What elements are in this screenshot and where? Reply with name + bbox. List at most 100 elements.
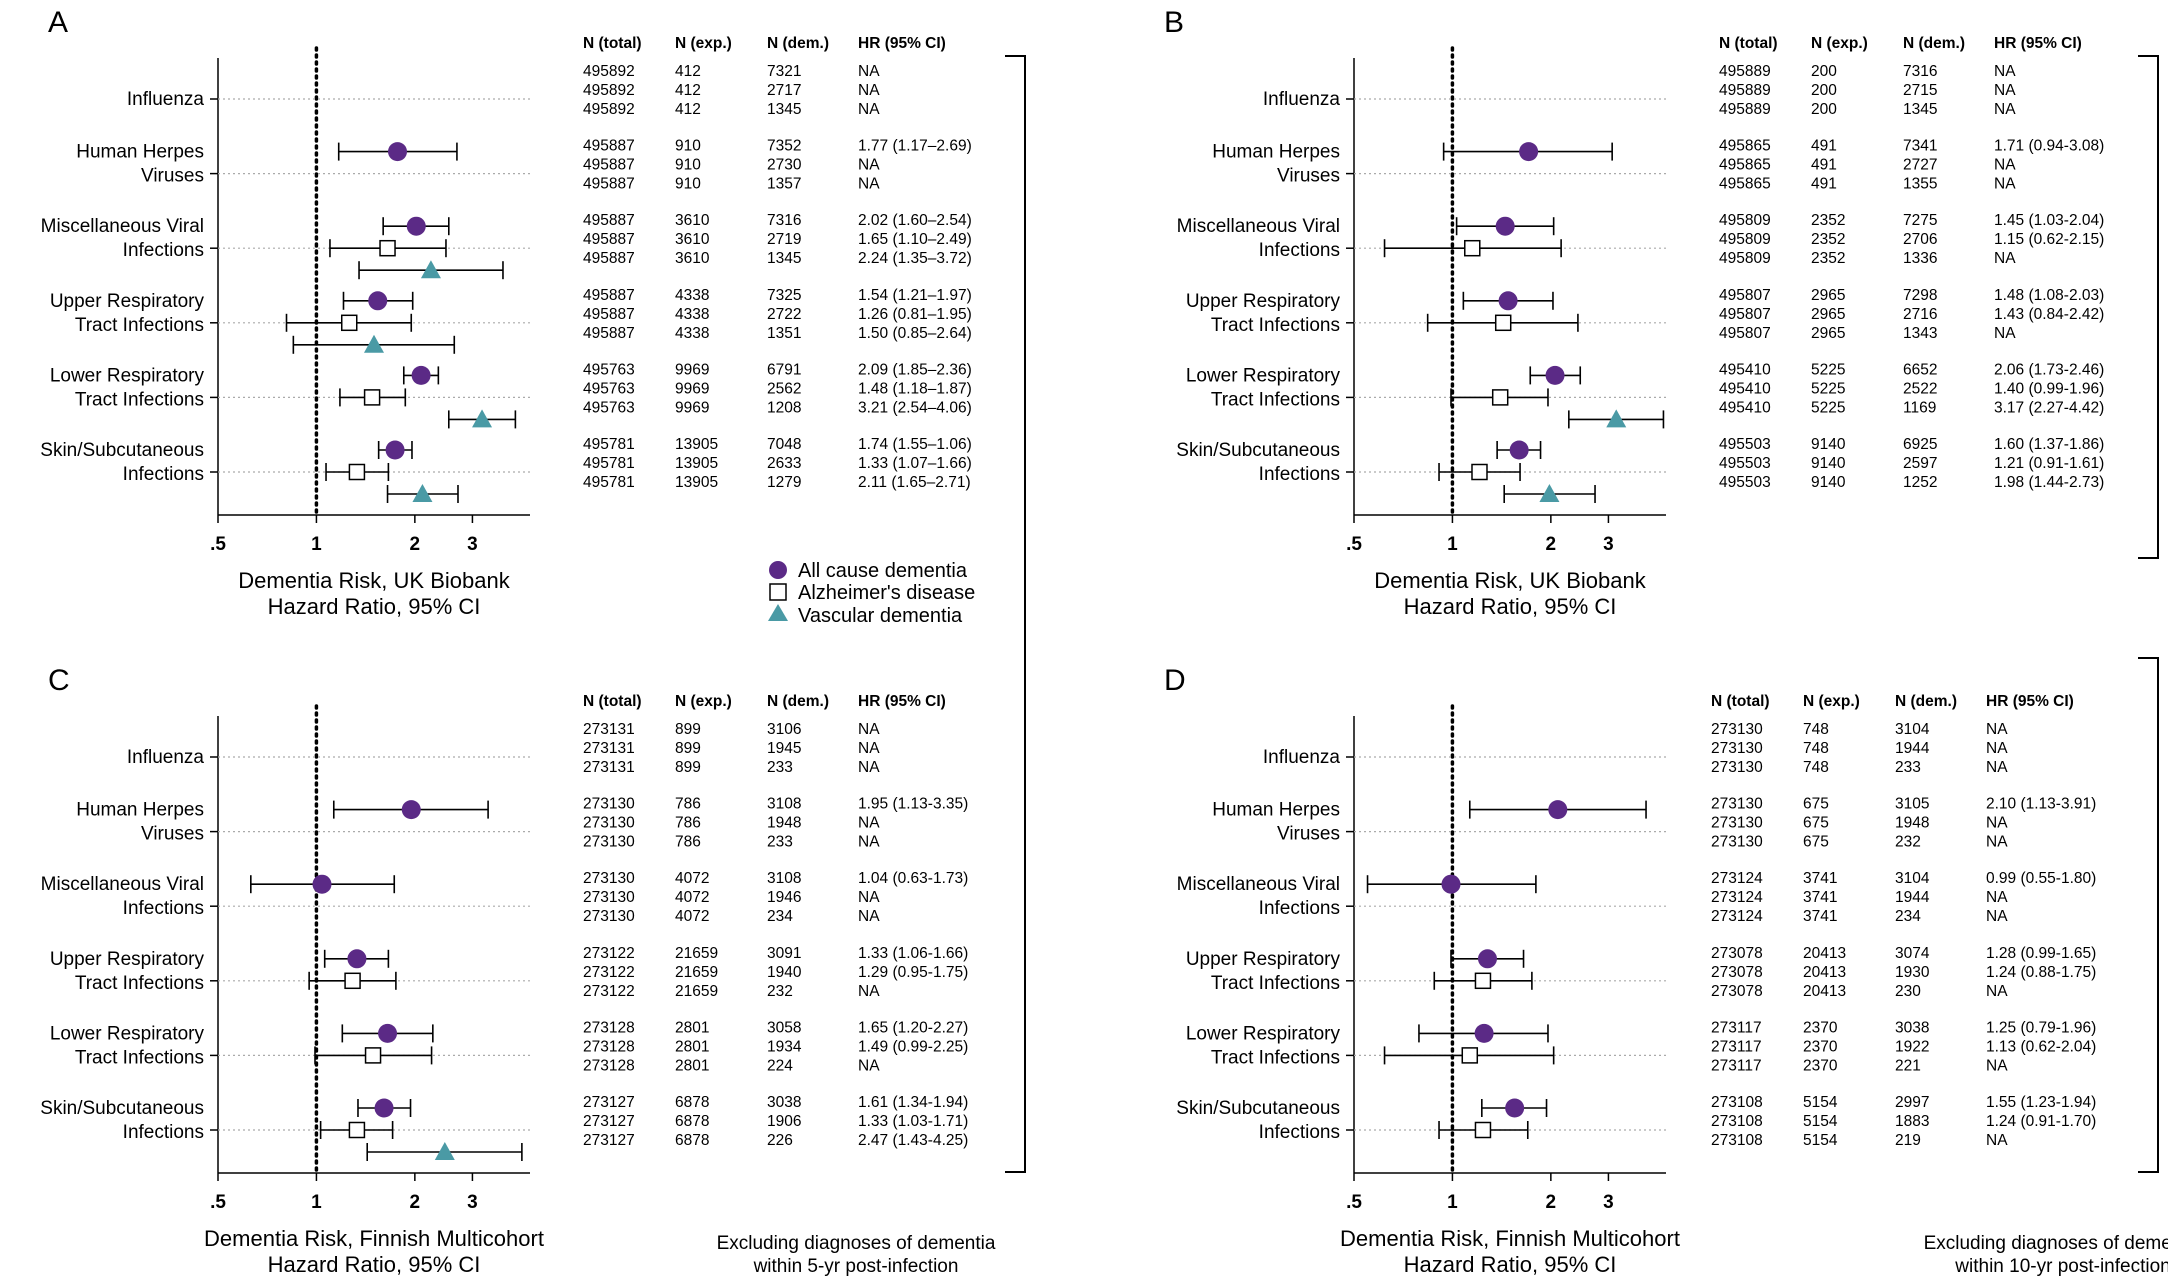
estimate-alzheimer xyxy=(1450,388,1549,407)
table-cell: 3106 xyxy=(767,721,801,738)
table-cell: 495887 xyxy=(583,212,635,229)
category-label: Lower Respiratory xyxy=(50,365,205,386)
legend-all-cause-marker xyxy=(769,561,787,579)
table-cell: 412 xyxy=(675,82,701,99)
estimate-alzheimer xyxy=(285,313,413,332)
point-vascular xyxy=(434,1142,455,1160)
table-cell: 7316 xyxy=(1903,63,1937,80)
table-cell: 200 xyxy=(1811,101,1837,118)
table-cell: 1883 xyxy=(1895,1113,1929,1130)
table-row: 495887 3610 7316 2.02 (1.60–2.54) xyxy=(583,212,972,229)
table-cell: 2.02 (1.60–2.54) xyxy=(858,212,972,229)
table-cell: NA xyxy=(858,740,880,757)
table-cell: 2370 xyxy=(1803,1038,1838,1055)
category-label-line2: Viruses xyxy=(1277,166,1340,187)
table-cell: 3108 xyxy=(767,870,801,887)
estimate-all-cause xyxy=(402,365,440,385)
table-cell: 2352 xyxy=(1811,250,1845,267)
table-cell: 200 xyxy=(1811,82,1837,99)
estimate-alzheimer xyxy=(1426,313,1579,332)
table-cell: 273127 xyxy=(583,1132,635,1149)
point-alzheimer xyxy=(1464,239,1481,257)
table-row: 495889 200 2715 NA xyxy=(1719,82,2016,99)
x-tick-label: 2 xyxy=(1546,534,1557,555)
group-row: Influenza xyxy=(127,89,530,110)
table-cell: 273124 xyxy=(1711,870,1763,887)
table-header: N (exp.) xyxy=(675,35,732,52)
table-cell: 1208 xyxy=(767,399,801,416)
table-cell: 2.09 (1.85–2.36) xyxy=(858,361,972,378)
table-cell: 675 xyxy=(1803,834,1829,851)
table-row: 273128 2801 224 NA xyxy=(583,1057,880,1074)
panel-d: D .5 1 2 3 Dementia Risk, Finnish Multicohort… xyxy=(1164,657,2168,1277)
x-tick-label: 3 xyxy=(467,1192,478,1213)
table-cell: 3741 xyxy=(1803,870,1837,887)
table-row: 273124 3741 234 NA xyxy=(1711,908,2008,925)
table-cell: 224 xyxy=(767,1057,793,1074)
table-cell: 4338 xyxy=(675,306,709,323)
bracket xyxy=(2138,55,2159,559)
table-row: 495781 13905 1279 2.11 (1.65–2.71) xyxy=(583,474,971,491)
table-header: HR (95% CI) xyxy=(858,693,946,710)
table-cell: 3038 xyxy=(1895,1019,1929,1036)
table-row: 273131 899 3106 NA xyxy=(583,721,880,738)
table-header: N (exp.) xyxy=(675,693,732,710)
table-cell: 273130 xyxy=(1711,834,1763,851)
table-cell: 1934 xyxy=(767,1038,802,1055)
table-cell: 495889 xyxy=(1719,101,1771,118)
table-cell: 1.29 (0.95-1.75) xyxy=(858,964,968,981)
table-cell: 1.24 (0.91-1.70) xyxy=(1986,1113,2096,1130)
table-cell: 273122 xyxy=(583,945,635,962)
category-label: Lower Respiratory xyxy=(1186,365,1341,386)
x-tick-label: .5 xyxy=(210,1192,226,1213)
category-label-line2: Tract Infections xyxy=(75,389,204,410)
table-header: HR (95% CI) xyxy=(1986,693,2074,710)
table-cell: 4338 xyxy=(675,325,709,342)
table-header: N (exp.) xyxy=(1803,693,1860,710)
table-cell: 3104 xyxy=(1895,870,1930,887)
table-cell: 232 xyxy=(1895,834,1921,851)
group-row: Human Herpes Viruses xyxy=(76,142,530,187)
category-label-line2: Tract Infections xyxy=(1211,973,1340,994)
table-cell: 675 xyxy=(1803,796,1829,813)
table-cell: 1.55 (1.23-1.94) xyxy=(1986,1094,2096,1111)
table-cell: 273130 xyxy=(583,815,635,832)
table-cell: 273127 xyxy=(583,1113,635,1130)
table-row: 273078 20413 1930 1.24 (0.88-1.75) xyxy=(1711,964,2096,981)
estimate-all-cause xyxy=(1442,142,1613,162)
estimate-alzheimer xyxy=(1433,971,1533,990)
table-cell: 3058 xyxy=(767,1019,801,1036)
table-cell: 495809 xyxy=(1719,250,1771,267)
category-label-line2: Viruses xyxy=(1277,824,1340,845)
legend-vascular-marker xyxy=(768,604,788,621)
table-cell: 1922 xyxy=(1895,1038,1929,1055)
group-row: Upper Respiratory Tract Infections xyxy=(1186,949,1666,994)
table-cell: 495503 xyxy=(1719,455,1771,472)
table-cell: NA xyxy=(858,176,880,193)
point-all-cause xyxy=(406,216,426,236)
table-cell: 2727 xyxy=(1903,157,1937,174)
table-cell: 5154 xyxy=(1803,1094,1838,1111)
table-row: 273130 4072 234 NA xyxy=(583,908,880,925)
table-cell: 2997 xyxy=(1895,1094,1929,1111)
table-cell: 6878 xyxy=(675,1113,709,1130)
category-label: Human Herpes xyxy=(76,800,204,821)
x-tick-label: 2 xyxy=(1546,1192,1557,1213)
table-row: 273130 675 232 NA xyxy=(1711,834,2008,851)
table-cell: 2801 xyxy=(675,1057,709,1074)
table-row: 495865 491 7341 1.71 (0.94-3.08) xyxy=(1719,138,2104,155)
table-cell: 3.17 (2.27-4.42) xyxy=(1994,399,2104,416)
point-alzheimer xyxy=(1461,1047,1479,1064)
table-cell: 2719 xyxy=(767,231,801,248)
estimate-all-cause xyxy=(323,949,390,969)
x-tick-label: .5 xyxy=(1346,534,1362,555)
point-alzheimer xyxy=(348,463,366,481)
table-cell: 273128 xyxy=(583,1019,635,1036)
table-cell: 1.04 (0.63-1.73) xyxy=(858,870,968,887)
table-header: N (total) xyxy=(1719,35,1778,52)
point-all-cause xyxy=(401,800,421,820)
table-cell: 491 xyxy=(1811,176,1837,193)
table-header: N (exp.) xyxy=(1811,35,1868,52)
